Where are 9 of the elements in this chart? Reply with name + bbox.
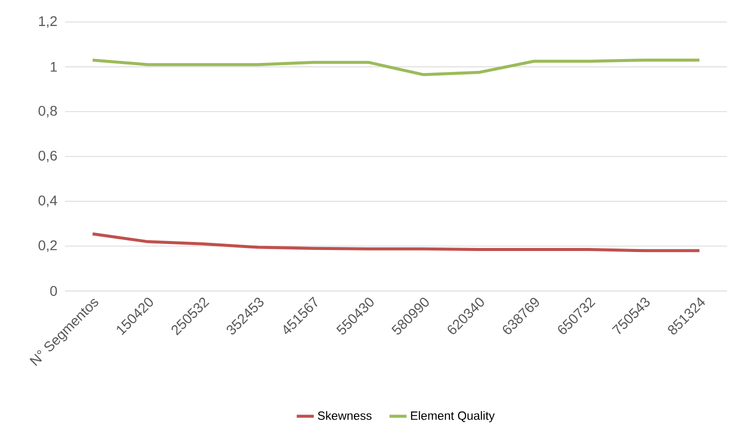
legend-label: Skewness [318, 411, 372, 420]
y-tick-label: 1,2 [39, 16, 57, 28]
y-tick-label: 0,8 [38, 106, 57, 118]
y-tick-label: 0,6 [38, 150, 57, 162]
y-tick-label: 0,2 [38, 240, 57, 252]
y-tick-label: 0,4 [38, 196, 58, 208]
legend-label: Element Quality [411, 411, 495, 422]
y-tick-label: 1 [50, 62, 57, 72]
y-tick-label: 0 [50, 286, 57, 296]
